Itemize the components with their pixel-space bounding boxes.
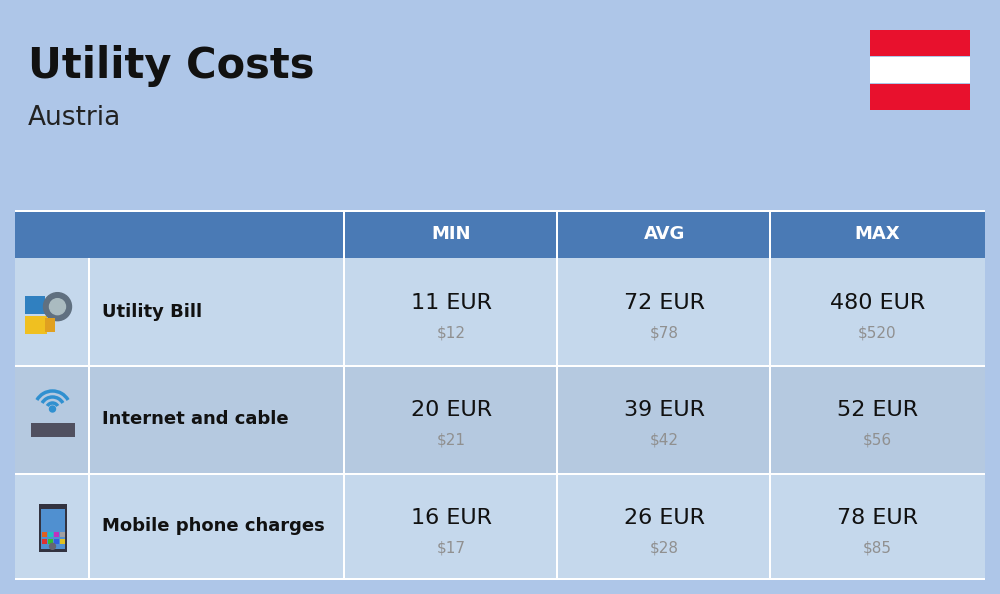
Bar (42, 539, 46, 544)
Bar (15, 365, 985, 473)
Text: MAX: MAX (855, 225, 900, 243)
Circle shape (50, 299, 66, 315)
Bar (88, 473, 90, 580)
Bar (870, 30, 970, 56)
Bar (769, 210, 771, 258)
Text: MIN: MIN (432, 225, 471, 243)
Text: $56: $56 (863, 433, 892, 448)
Bar (343, 473, 345, 580)
Bar (38, 504, 66, 552)
Bar (60, 532, 64, 538)
Bar (88, 258, 90, 365)
Text: $78: $78 (650, 326, 679, 340)
Text: $42: $42 (650, 433, 679, 448)
Text: 11 EUR: 11 EUR (411, 293, 492, 313)
Bar (40, 509, 64, 549)
Text: Utility Costs: Utility Costs (28, 45, 314, 87)
Bar (54, 532, 58, 538)
Bar (15, 210, 985, 212)
Bar (556, 210, 558, 258)
Bar (15, 473, 985, 580)
Bar (15, 258, 985, 365)
Bar (556, 365, 558, 473)
Bar (24, 315, 46, 334)
Text: 72 EUR: 72 EUR (624, 293, 705, 313)
Bar (48, 532, 52, 538)
Text: 52 EUR: 52 EUR (837, 400, 918, 421)
Bar (343, 210, 345, 258)
Bar (24, 296, 44, 314)
Text: Austria: Austria (28, 105, 121, 131)
Bar (556, 258, 558, 365)
Text: $520: $520 (858, 326, 897, 340)
Bar (48, 539, 52, 544)
Circle shape (44, 293, 72, 321)
Text: $28: $28 (650, 541, 679, 555)
Text: 78 EUR: 78 EUR (837, 508, 918, 527)
Text: $17: $17 (437, 541, 466, 555)
Bar (15, 365, 985, 367)
Bar (42, 532, 46, 538)
Text: 39 EUR: 39 EUR (624, 400, 705, 421)
Bar (556, 473, 558, 580)
Bar (769, 365, 771, 473)
Bar (769, 258, 771, 365)
Bar (870, 84, 970, 110)
Circle shape (50, 544, 56, 549)
Bar (343, 365, 345, 473)
Bar (343, 258, 345, 365)
Bar (15, 578, 985, 580)
Bar (88, 365, 90, 473)
Text: Mobile phone charges: Mobile phone charges (102, 517, 325, 535)
Text: 480 EUR: 480 EUR (830, 293, 925, 313)
Text: $85: $85 (863, 541, 892, 555)
Bar (15, 210, 985, 258)
Bar (769, 473, 771, 580)
Bar (44, 318, 54, 331)
Text: $12: $12 (437, 326, 466, 340)
Bar (870, 57, 970, 83)
Bar (54, 539, 58, 544)
Text: Internet and cable: Internet and cable (102, 410, 289, 428)
Text: 26 EUR: 26 EUR (624, 508, 705, 527)
Bar (60, 539, 64, 544)
Text: $21: $21 (437, 433, 466, 448)
Bar (30, 423, 74, 437)
Circle shape (50, 406, 56, 412)
Text: Utility Bill: Utility Bill (102, 303, 202, 321)
Bar (15, 473, 985, 475)
Text: 20 EUR: 20 EUR (411, 400, 492, 421)
Text: 16 EUR: 16 EUR (411, 508, 492, 527)
Text: AVG: AVG (644, 225, 685, 243)
